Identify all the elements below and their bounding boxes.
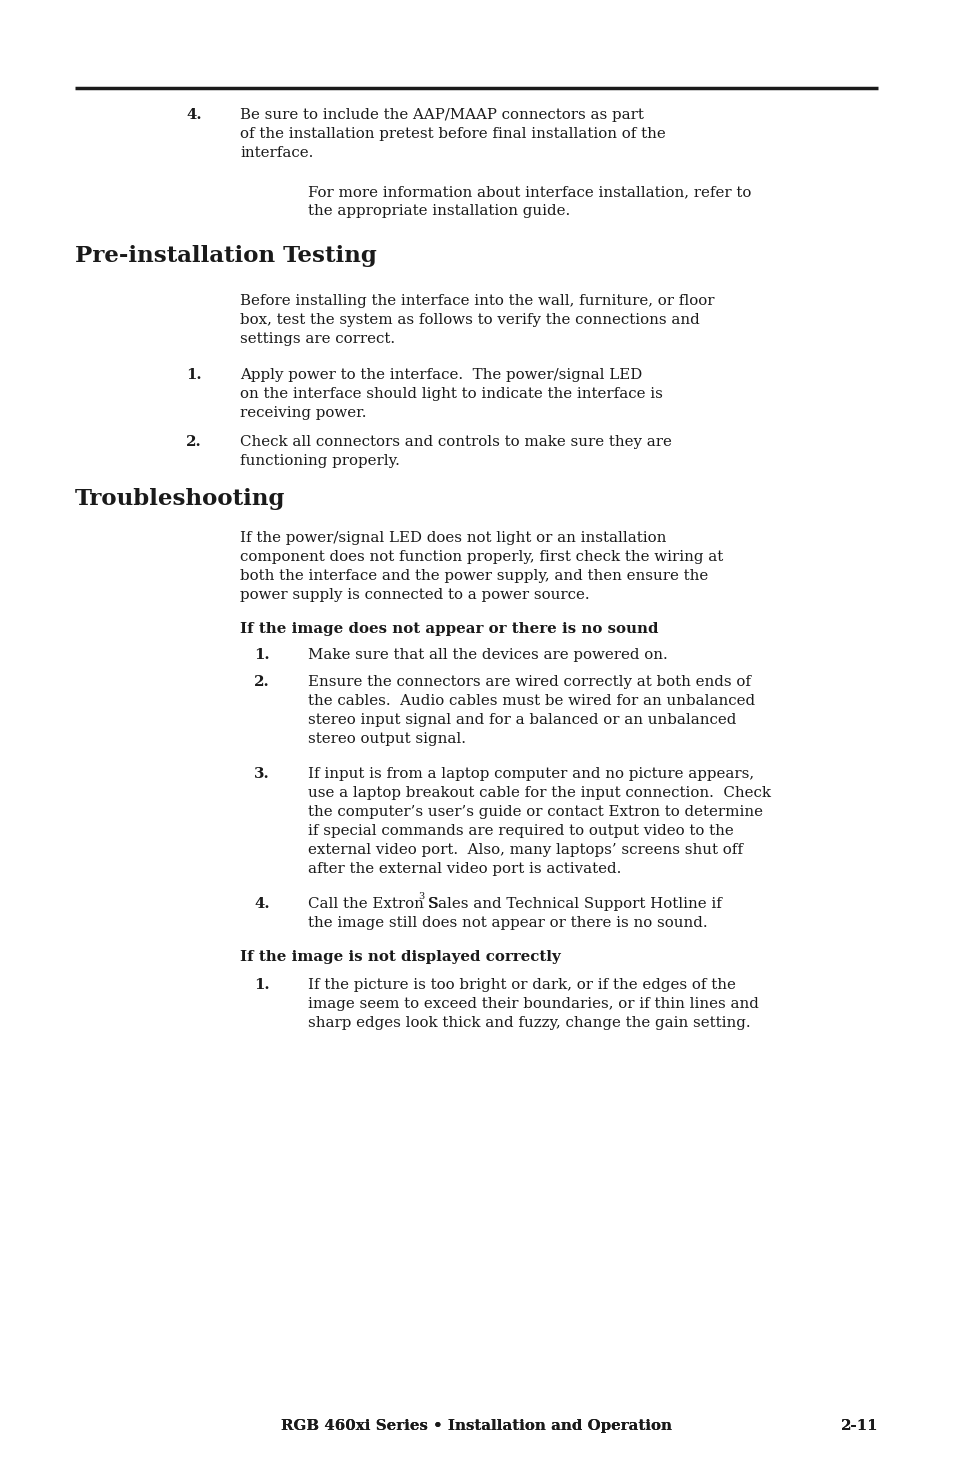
Text: the computer’s user’s guide or contact Extron to determine: the computer’s user’s guide or contact E…: [308, 805, 762, 819]
Text: receiving power.: receiving power.: [240, 406, 366, 420]
Text: 4.: 4.: [254, 897, 270, 912]
Text: 2.: 2.: [254, 676, 270, 689]
Text: 3.: 3.: [254, 767, 270, 780]
Text: If the power/signal LED does not light or an installation: If the power/signal LED does not light o…: [240, 531, 666, 544]
Text: Before installing the interface into the wall, furniture, or floor: Before installing the interface into the…: [240, 294, 714, 308]
Text: component does not function properly, first check the wiring at: component does not function properly, fi…: [240, 550, 722, 563]
Text: use a laptop breakout cable for the input connection.  Check: use a laptop breakout cable for the inpu…: [308, 786, 770, 799]
Text: the image still does not appear or there is no sound.: the image still does not appear or there…: [308, 916, 707, 931]
Text: Be sure to include the AAP/MAAP connectors as part: Be sure to include the AAP/MAAP connecto…: [240, 108, 643, 122]
Text: functioning properly.: functioning properly.: [240, 454, 399, 468]
Text: 1.: 1.: [254, 978, 270, 993]
Text: RGB 460xi Series • Installation and Operation: RGB 460xi Series • Installation and Oper…: [281, 1419, 672, 1434]
Text: the cables.  Audio cables must be wired for an unbalanced: the cables. Audio cables must be wired f…: [308, 695, 755, 708]
Text: of the installation pretest before final installation of the: of the installation pretest before final…: [240, 127, 665, 142]
Text: image seem to exceed their boundaries, or if thin lines and: image seem to exceed their boundaries, o…: [308, 997, 758, 1010]
Text: 3: 3: [417, 892, 424, 901]
Text: sharp edges look thick and fuzzy, change the gain setting.: sharp edges look thick and fuzzy, change…: [308, 1016, 750, 1030]
Text: power supply is connected to a power source.: power supply is connected to a power sou…: [240, 589, 589, 602]
Text: 4.: 4.: [186, 108, 202, 122]
Text: Troubleshooting: Troubleshooting: [75, 488, 285, 510]
Text: settings are correct.: settings are correct.: [240, 332, 395, 347]
Text: For more information about interface installation, refer to: For more information about interface ins…: [308, 184, 751, 199]
Text: Check all connectors and controls to make sure they are: Check all connectors and controls to mak…: [240, 435, 671, 448]
Text: 1.: 1.: [254, 648, 270, 662]
Text: Call the Extron S: Call the Extron S: [308, 897, 438, 912]
Text: on the interface should light to indicate the interface is: on the interface should light to indicat…: [240, 386, 662, 401]
Text: Sales and Technical Support Hotline if: Sales and Technical Support Hotline if: [423, 897, 721, 912]
Text: Ensure the connectors are wired correctly at both ends of: Ensure the connectors are wired correctl…: [308, 676, 750, 689]
Text: Pre-installation Testing: Pre-installation Testing: [75, 245, 376, 267]
Text: 1.: 1.: [186, 367, 202, 382]
Text: the appropriate installation guide.: the appropriate installation guide.: [308, 204, 570, 218]
Text: Make sure that all the devices are powered on.: Make sure that all the devices are power…: [308, 648, 667, 662]
Text: If the picture is too bright or dark, or if the edges of the: If the picture is too bright or dark, or…: [308, 978, 735, 993]
Text: if special commands are required to output video to the: if special commands are required to outp…: [308, 825, 733, 838]
Text: interface.: interface.: [240, 146, 313, 159]
Text: both the interface and the power supply, and then ensure the: both the interface and the power supply,…: [240, 569, 707, 583]
Text: external video port.  Also, many laptops’ screens shut off: external video port. Also, many laptops’…: [308, 844, 742, 857]
Text: 2.: 2.: [186, 435, 202, 448]
Text: Apply power to the interface.  The power/signal LED: Apply power to the interface. The power/…: [240, 367, 641, 382]
Text: If input is from a laptop computer and no picture appears,: If input is from a laptop computer and n…: [308, 767, 753, 780]
Text: box, test the system as follows to verify the connections and: box, test the system as follows to verif…: [240, 313, 699, 327]
Text: If the image does not appear or there is no sound: If the image does not appear or there is…: [240, 622, 658, 636]
Text: stereo output signal.: stereo output signal.: [308, 732, 465, 746]
Text: 2-11: 2-11: [840, 1419, 877, 1434]
Text: If the image is not displayed correctly: If the image is not displayed correctly: [240, 950, 560, 965]
Text: stereo input signal and for a balanced or an unbalanced: stereo input signal and for a balanced o…: [308, 712, 736, 727]
Text: after the external video port is activated.: after the external video port is activat…: [308, 861, 620, 876]
Text: RGB 460xi Series • Installation and Operation: RGB 460xi Series • Installation and Oper…: [281, 1419, 672, 1434]
Text: 2-11: 2-11: [840, 1419, 877, 1434]
